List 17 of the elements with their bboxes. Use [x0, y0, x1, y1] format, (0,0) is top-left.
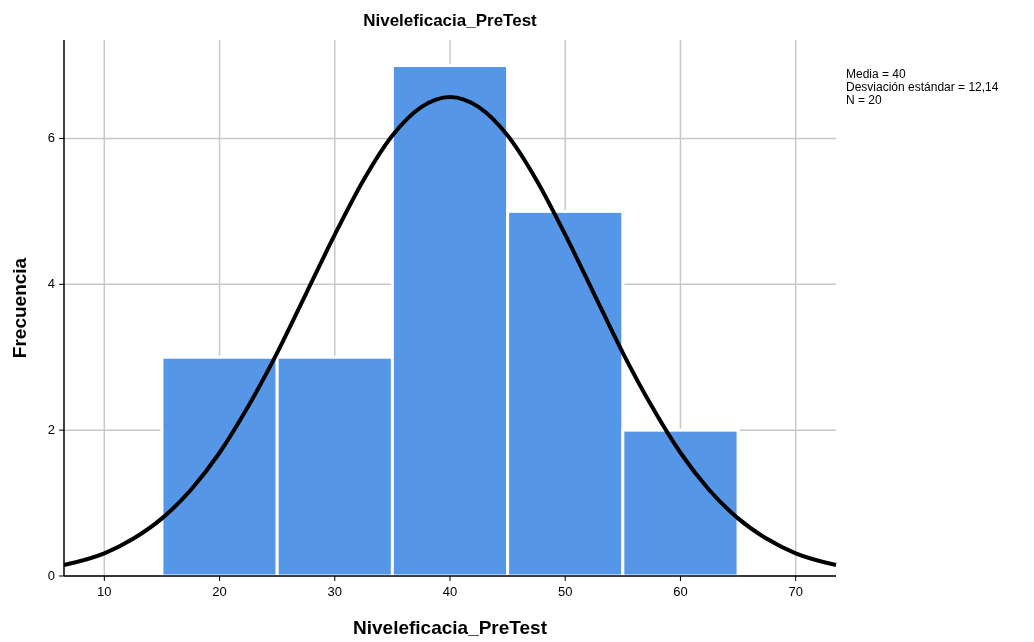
x-axis-title: Niveleficacia_PreTest: [353, 617, 548, 638]
y-tick-label: 4: [47, 276, 55, 292]
text: Desviación estándar = 12,14: [846, 80, 999, 94]
text: N = 20: [846, 93, 883, 107]
x-tick-label: 40: [442, 584, 458, 599]
x-tick-label: 30: [327, 584, 343, 599]
x-tick-label: 70: [788, 584, 803, 599]
x-tick-label: 10: [97, 584, 112, 599]
y-axis-title: Frecuencia: [9, 257, 30, 359]
text: Media = 40: [846, 67, 907, 81]
x-tick-label: 20: [212, 584, 227, 599]
x-tick-label: 50: [557, 584, 573, 599]
x-tick-label: 60: [673, 584, 688, 599]
y-tick-label: 2: [47, 422, 55, 438]
y-tick-label: 0: [47, 568, 55, 583]
chart-title: Niveleficacia_PreTest: [363, 11, 538, 30]
y-tick-label: 6: [47, 130, 55, 146]
